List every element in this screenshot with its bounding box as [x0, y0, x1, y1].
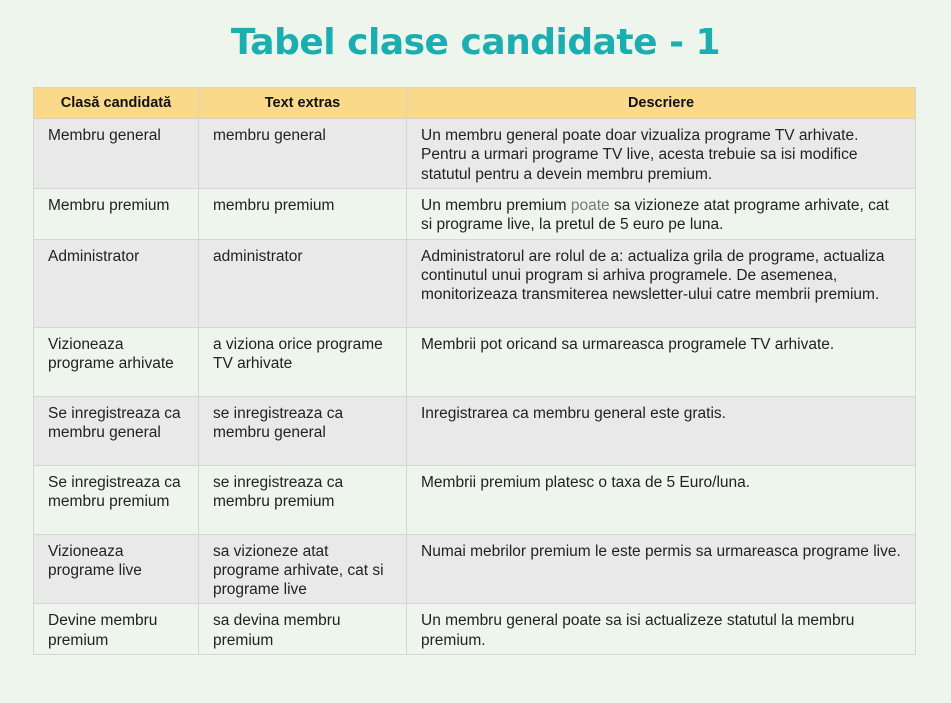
table-row: Membru premium membru premium Un membru …	[33, 188, 916, 240]
cell-clasa: Administrator	[33, 238, 199, 328]
header-descriere: Descriere	[406, 87, 916, 119]
table-row: Membru general membru general Un membru …	[33, 118, 916, 189]
cell-descriere: Un membru premium poate sa vizioneze ata…	[406, 188, 916, 240]
cell-text-extras: membru general	[198, 118, 407, 189]
table-row: Se inregistreaza ca membru general se in…	[33, 395, 916, 466]
cell-descriere: Membrii pot oricand sa urmareasca progra…	[406, 326, 916, 397]
cell-clasa: Membru general	[33, 118, 199, 189]
descriere-text: sa vizioneze atat programe arhivate, cat…	[421, 197, 889, 234]
cell-text-extras: membru premium	[198, 188, 407, 240]
cell-descriere: Administratorul are rolul de a: actualiz…	[406, 238, 916, 328]
descriere-text: Un membru premium	[421, 197, 571, 214]
cell-text-extras: sa devina membru premium	[198, 603, 407, 656]
cell-clasa: Membru premium	[33, 188, 199, 240]
table-row: Vizioneaza programe arhivate a viziona o…	[33, 326, 916, 397]
cell-descriere: Membrii premium platesc o taxa de 5 Euro…	[406, 464, 916, 535]
cell-text-extras: sa vizioneze atat programe arhivate, cat…	[198, 533, 407, 605]
cell-text-extras: se inregistreaza ca membru general	[198, 395, 407, 466]
cell-descriere: Inregistrarea ca membru general este gra…	[406, 395, 916, 466]
cell-clasa: Se inregistreaza ca membru general	[33, 395, 199, 466]
table-row: Administrator administrator Administrato…	[33, 238, 916, 328]
cell-clasa: Devine membru premium	[33, 603, 199, 656]
candidate-classes-table: Clasă candidată Text extras Descriere Me…	[33, 87, 916, 656]
header-text-extras: Text extras	[198, 87, 407, 119]
table-row: Se inregistreaza ca membru premium se in…	[33, 464, 916, 535]
table-row: Vizioneaza programe live sa vizioneze at…	[33, 533, 916, 605]
cell-text-extras: se inregistreaza ca membru premium	[198, 464, 407, 535]
cell-text-extras: a viziona orice programe TV arhivate	[198, 326, 407, 397]
cell-clasa: Se inregistreaza ca membru premium	[33, 464, 199, 535]
table-row: Devine membru premium sa devina membru p…	[33, 603, 916, 656]
cell-descriere: Numai mebrilor premium le este permis sa…	[406, 533, 916, 605]
cell-clasa: Vizioneaza programe arhivate	[33, 326, 199, 397]
cell-text-extras: administrator	[198, 238, 407, 328]
highlighted-word: poate	[570, 197, 610, 214]
cell-clasa: Vizioneaza programe live	[33, 533, 199, 605]
cell-descriere: Un membru general poate doar vizualiza p…	[406, 118, 916, 189]
cell-descriere: Un membru general poate sa isi actualize…	[406, 603, 916, 656]
header-clasa-candidata: Clasă candidată	[33, 87, 199, 119]
page-title: Tabel clase candidate - 1	[230, 22, 721, 63]
table-header-row: Clasă candidată Text extras Descriere	[33, 87, 916, 119]
